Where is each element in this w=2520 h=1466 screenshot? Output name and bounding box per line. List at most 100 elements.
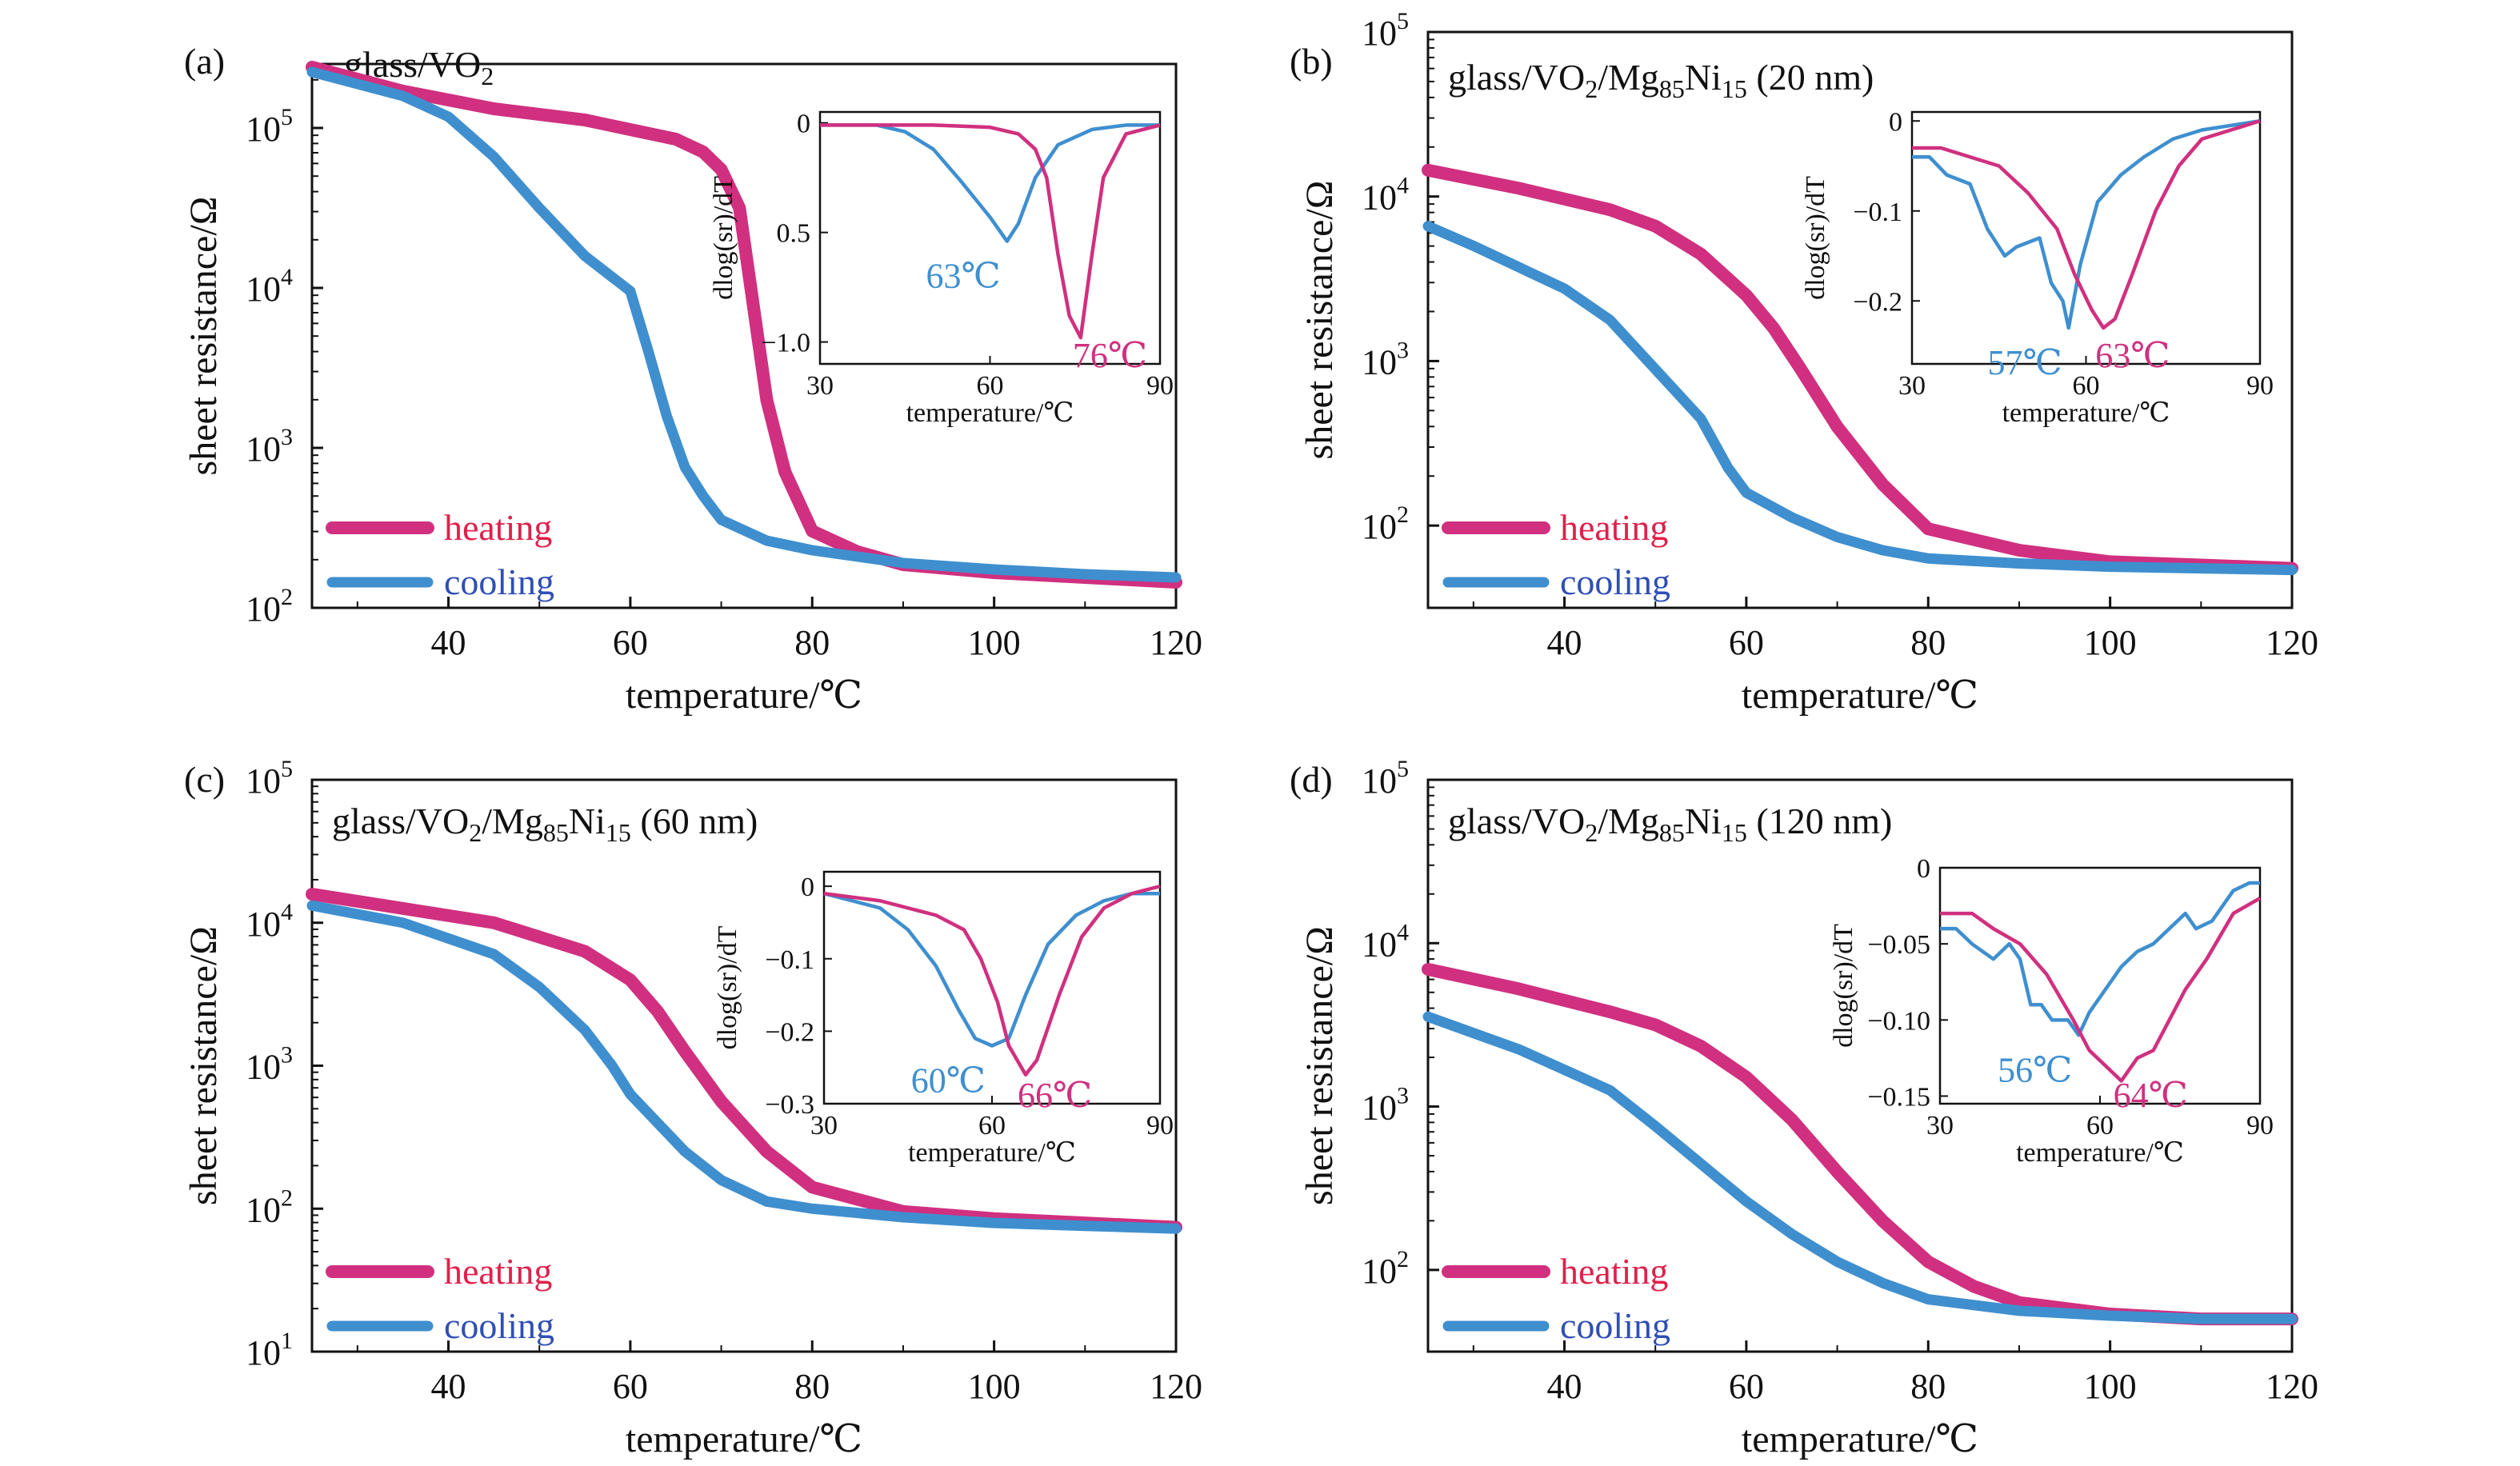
legend-label-cooling: cooling [1560,561,1670,602]
panel-label: (d) [1290,759,1333,800]
x-tick-label: 120 [2266,1367,2318,1406]
inset-y-tick-label: 0 [1917,854,1930,884]
inset-x-tick-label: 90 [2246,371,2274,401]
inset-y-axis-label: dlog(sr)/dT [1829,924,1858,1048]
y-tick-label: 102 [246,584,293,629]
y-tick-label: 105 [246,104,293,149]
inset-y-tick-label: −0.2 [765,1017,814,1047]
x-tick-label: 80 [1910,623,1946,662]
inset-x-tick-label: 30 [1926,1111,1954,1140]
x-tick-label: 80 [1910,1367,1946,1406]
inset-y-tick-label: −0.1 [1853,198,1902,227]
inset-y-tick-label: 0 [1889,107,1902,137]
inset-y-tick-label: −0.2 [1853,287,1902,317]
y-tick-label: 103 [246,424,293,469]
inset-series-cooling [823,891,1160,1048]
inset-y-tick-label: −0.05 [1867,930,1930,960]
inset-peak-label-heating: 66℃ [1018,1076,1092,1115]
x-tick-label: 40 [431,1367,466,1406]
inset-peak-label-heating: 76℃ [1073,336,1147,375]
inset-y-tick-label: −0.1 [765,945,814,975]
plot-frame [1426,778,2294,1353]
inset-x-tick-label: 60 [978,1111,1006,1140]
y-tick-label: 104 [1362,173,1409,218]
inset-x-tick-label: 90 [1146,371,1174,401]
inset-series-heating [820,123,1161,340]
y-tick-label: 103 [1362,1083,1409,1128]
y-tick-label: 101 [246,1328,293,1372]
y-tick-label: 104 [1362,919,1409,964]
inset-x-tick-label: 60 [2086,1111,2114,1140]
inset-peak-label-cooling: 60℃ [911,1061,986,1100]
inset-x-tick-label: 90 [1146,1111,1174,1140]
inset-x-axis-label: temperature/℃ [908,1138,1076,1168]
x-axis-label: temperature/℃ [1742,674,1978,717]
inset-y-tick-label: −1.0 [761,329,810,358]
legend-label-cooling: cooling [444,561,554,602]
series-heating [1422,163,2298,575]
inset-x-tick-label: 30 [810,1111,838,1140]
inset-y-tick-label: −0.10 [1867,1006,1930,1036]
inset-x-tick-label: 60 [2073,371,2100,401]
y-tick-label: 102 [246,1184,293,1229]
inset-x-tick-label: 30 [806,371,834,401]
x-tick-label: 100 [2084,623,2137,662]
y-tick-label: 105 [246,756,293,801]
inset-y-tick-label: 0 [801,873,814,902]
x-tick-label: 120 [2266,623,2318,662]
y-tick-label: 103 [246,1042,293,1087]
y-axis-label: sheet resistance/Ω [182,926,225,1205]
y-tick-label: 102 [1362,501,1409,546]
x-tick-label: 100 [968,1367,1021,1406]
inset-peak-label-heating: 64℃ [2114,1076,2188,1115]
series-cooling [1422,1011,2298,1324]
inset-series-cooling [1940,881,2260,1037]
inset-series-heating [1912,119,2261,330]
inset-y-axis-label: dlog(sr)/dT [1801,176,1830,300]
inset-x-axis-label: temperature/℃ [906,398,1074,428]
x-tick-label: 40 [431,623,466,662]
legend-label-heating: heating [1560,507,1668,548]
legend-label-cooling: cooling [1560,1305,1670,1346]
x-axis-label: temperature/℃ [1742,1418,1978,1460]
y-tick-label: 104 [246,264,293,309]
inset-y-tick-label: 0 [797,110,810,139]
series-cooling [306,900,1182,1234]
inset-series-heating [1940,897,2262,1083]
x-tick-label: 100 [968,623,1021,662]
series-cooling [1422,221,2298,576]
inset-x-tick-label: 60 [977,371,1004,401]
inset-x-axis-label: temperature/℃ [2016,1138,2184,1168]
x-axis-label: temperature/℃ [626,1418,862,1460]
x-tick-label: 100 [2084,1367,2137,1406]
x-tick-label: 60 [613,1367,648,1406]
panel-label: (c) [184,759,225,800]
inset-frame [1938,866,2262,1105]
x-tick-label: 120 [1150,1367,1202,1406]
inset-x-tick-label: 90 [2246,1111,2274,1140]
inset-x-tick-label: 30 [1898,371,1926,401]
inset-peak-label-cooling: 57℃ [1988,343,2062,382]
x-tick-label: 60 [613,623,648,662]
y-tick-label: 102 [1362,1246,1409,1291]
inset-y-axis-label: dlog(sr)/dT [709,176,738,300]
inset-peak-label-cooling: 56℃ [1998,1050,2072,1089]
inset-chart: 30 60 90 0 −0.1 −0.2 temperature/℃ dlog(sr)/dT 5… [1801,107,2274,428]
legend-label-heating: heating [1560,1251,1668,1292]
panel-b: (b) glass/VO2/Mg85Ni15 (20 nm) 40 60 80 100 12… [1290,8,2318,717]
chart-title: glass/VO2/Mg85Ni15 (120 nm) [1448,801,1892,847]
x-tick-label: 40 [1547,623,1582,662]
y-axis-label: sheet resistance/Ω [1298,181,1341,460]
panel-d: (d) glass/VO2/Mg85Ni15 (120 nm) 40 60 80 100 1… [1290,756,2318,1460]
x-tick-label: 60 [1729,1367,1764,1406]
inset-chart: 30 60 90 0 0.5 −1.0 temperature/℃ dlog(sr)/dT 63… [709,110,1174,428]
series-cooling [306,66,1182,583]
inset-chart: 30 60 90 0 −0.1 −0.2 −0.3 temperature/℃ dlog(sr)… [713,870,1174,1168]
y-tick-label: 104 [246,899,293,944]
x-tick-label: 40 [1547,1367,1582,1406]
inset-y-tick-label: −0.3 [765,1090,814,1120]
y-tick-label: 105 [1362,8,1409,53]
inset-y-axis-label: dlog(sr)/dT [713,925,742,1049]
